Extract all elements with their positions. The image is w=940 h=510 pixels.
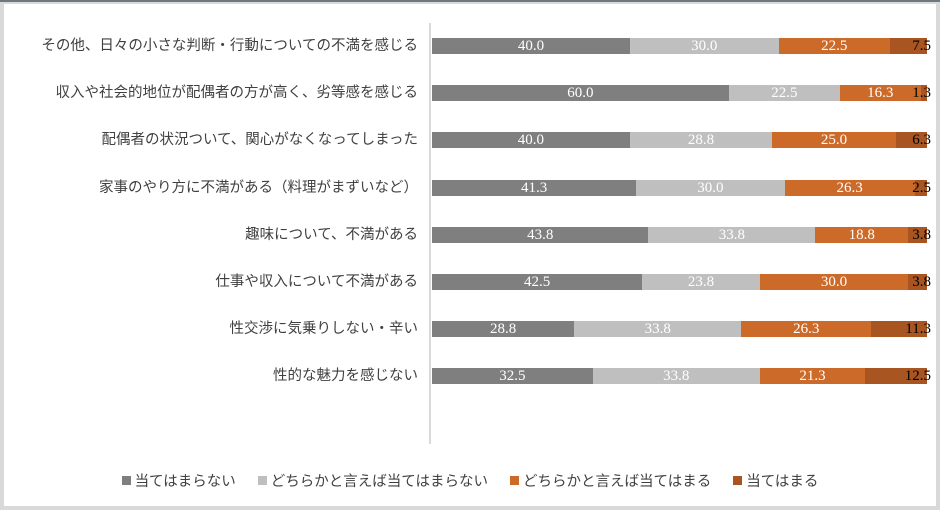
data-label: 33.8 [718, 226, 745, 243]
chart-legend: 当てはまらない どちらかと言えば当てはまらない どちらかと言えば当てはまる 当て… [0, 470, 940, 491]
segment-not-applicable: 42.5 [432, 273, 643, 290]
legend-item-rather-not-applicable: どちらかと言えば当てはまらない [257, 470, 488, 491]
segment-not-applicable: 43.8 [432, 226, 649, 243]
data-label: 41.3 [520, 179, 548, 196]
category-label: 性交渉に気乗りしない・辛い [229, 321, 419, 337]
category-label: 趣味について、不満がある [245, 227, 418, 243]
legend-swatch-icon [121, 476, 131, 485]
segment-not-applicable: 40.0 [432, 132, 630, 148]
data-label: 3.8 [912, 226, 931, 243]
segment-rather-not-applicable: 23.8 [642, 274, 760, 290]
data-label: 2.5 [912, 179, 931, 196]
segment-rather-not-applicable: 33.8 [592, 367, 760, 384]
segment-rather-applicable: 22.5 [778, 37, 890, 54]
segment-not-applicable: 60.0 [432, 85, 729, 101]
legend-swatch-icon [510, 476, 519, 485]
segment-not-applicable: 28.8 [432, 320, 575, 337]
legend-item-applicable: 当てはまる [733, 470, 818, 491]
category-label: 仕事や収入について不満がある [215, 274, 418, 290]
data-label: 7.5 [912, 37, 931, 54]
data-label: 60.0 [567, 84, 594, 101]
data-label: 22.5 [771, 84, 798, 101]
data-label: 28.8 [490, 320, 517, 337]
segment-applicable: 11.3 [871, 321, 931, 337]
segment-rather-applicable: 25.0 [772, 132, 896, 148]
legend-swatch-icon [257, 476, 267, 485]
segment-applicable: 1.3 [912, 85, 931, 101]
stacked-bar: 28.8 33.8 26.3 11.3 [432, 320, 931, 337]
segment-rather-applicable: 16.3 [839, 84, 921, 101]
stacked-bar: 40.0 28.8 25.0 6.3 [432, 131, 931, 148]
category-label: 家事のやり方に不満がある（料理がまずいなど） [99, 180, 418, 196]
stacked-bar: 43.8 33.8 18.8 3.8 [432, 226, 931, 243]
data-label: 25.0 [820, 131, 848, 148]
segment-not-applicable: 41.3 [432, 179, 637, 196]
legend-swatch-icon [733, 476, 743, 485]
data-label: 21.3 [799, 367, 826, 384]
category-label: 収入や社会的地位が配偶者の方が高く、劣等感を感じる [55, 85, 419, 101]
data-label: 12.5 [904, 367, 931, 384]
data-label: 42.5 [523, 273, 551, 290]
segment-rather-applicable: 18.8 [815, 226, 909, 243]
segment-not-applicable: 32.5 [432, 368, 593, 384]
category-axis-line [429, 23, 431, 444]
segment-rather-not-applicable: 22.5 [728, 84, 840, 101]
legend-label: 当てはまらない [134, 474, 236, 490]
data-label: 18.8 [848, 226, 875, 243]
segment-rather-applicable: 30.0 [759, 273, 909, 290]
segment-applicable: 12.5 [865, 368, 931, 384]
segment-applicable: 3.8 [908, 274, 931, 290]
legend-label: どちらかと言えば当てはまる [523, 474, 712, 490]
segment-applicable: 7.5 [889, 38, 931, 54]
segment-rather-not-applicable: 28.8 [629, 131, 773, 148]
window-top-border [0, 0, 940, 2]
segment-rather-not-applicable: 33.8 [648, 226, 816, 243]
data-label: 30.0 [697, 179, 724, 196]
segment-applicable: 3.8 [908, 227, 931, 243]
stacked-bar: 32.5 33.8 21.3 12.5 [432, 367, 931, 384]
segment-rather-applicable: 26.3 [784, 179, 915, 196]
category-label: その他、日々の小さな判断・行動についての不満を感じる [41, 38, 418, 54]
stacked-bar: 60.0 22.5 16.3 1.3 [432, 84, 931, 101]
data-label: 1.3 [912, 84, 931, 101]
segment-rather-applicable: 21.3 [759, 367, 866, 384]
data-label: 6.3 [912, 131, 931, 148]
segment-rather-not-applicable: 30.0 [636, 179, 785, 196]
data-label: 22.5 [821, 37, 848, 54]
segment-rather-not-applicable: 33.8 [574, 320, 742, 337]
data-label: 33.8 [644, 320, 671, 337]
data-label: 33.8 [663, 367, 690, 384]
stacked-bar: 41.3 30.0 26.3 2.5 [432, 179, 931, 196]
segment-applicable: 2.5 [912, 180, 931, 196]
data-label: 26.3 [836, 179, 863, 196]
category-label: 配偶者の状況ついて、関心がなくなってしまった [101, 132, 418, 148]
category-label: 性的な魅力を感じない [273, 368, 418, 384]
data-label: 32.5 [499, 367, 526, 384]
segment-applicable: 6.3 [895, 132, 931, 148]
stacked-bar: 42.5 23.8 30.0 3.8 [432, 273, 931, 290]
segment-rather-not-applicable: 30.0 [630, 38, 779, 54]
data-label: 3.8 [912, 273, 931, 290]
data-label: 43.8 [527, 226, 554, 243]
segment-not-applicable: 40.0 [432, 38, 630, 54]
data-label: 30.0 [820, 273, 848, 290]
legend-label: 当てはまる [746, 474, 819, 490]
segment-rather-applicable: 26.3 [741, 320, 872, 337]
chart-frame [4, 4, 936, 506]
data-label: 40.0 [517, 131, 545, 148]
legend-label: どちらかと言えば当てはまらない [270, 474, 488, 490]
data-label: 28.8 [687, 131, 715, 148]
data-label: 40.0 [517, 37, 545, 54]
data-label: 16.3 [867, 84, 894, 101]
data-label: 23.8 [687, 273, 715, 290]
legend-item-not-applicable: 当てはまらない [121, 470, 236, 491]
legend-item-rather-applicable: どちらかと言えば当てはまる [510, 470, 711, 491]
data-label: 11.3 [905, 320, 931, 337]
data-label: 26.3 [793, 320, 820, 337]
data-label: 30.0 [691, 37, 718, 54]
stacked-bar: 40.0 30.0 22.5 7.5 [432, 37, 931, 54]
